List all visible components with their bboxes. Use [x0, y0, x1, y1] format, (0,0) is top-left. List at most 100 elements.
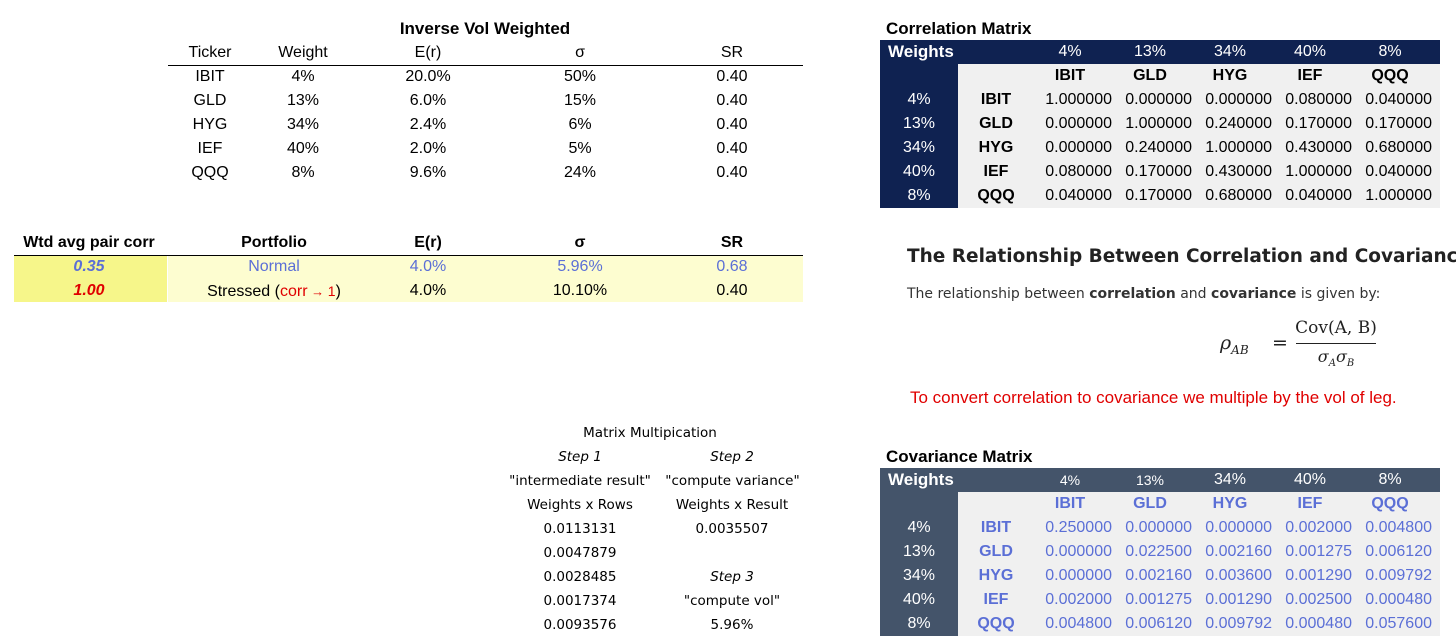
covariance-matrix-title: Covariance Matrix	[886, 447, 1033, 466]
weights-side-bar	[880, 64, 958, 208]
formula-fraction-bar	[1296, 343, 1376, 344]
stressed-one: 1	[327, 283, 336, 299]
table-cell: 2.4%	[409, 116, 447, 133]
col-header-summary-sr: SR	[720, 234, 744, 251]
row-ticker-cell: QQQ	[977, 187, 1015, 204]
matrix-cell: 0.170000	[1125, 163, 1192, 180]
matrix-cell: 0.000480	[1285, 615, 1352, 632]
mm-step1-col: Weights x Rows	[527, 497, 633, 513]
col-header-weight: Weight	[278, 44, 328, 61]
rel-text-prefix: The relationship between	[907, 286, 1090, 302]
table-cell: 6%	[568, 116, 592, 133]
formula-denominator: σAσB	[1294, 347, 1378, 369]
row-weight-cell: 4%	[907, 91, 931, 108]
row-ticker-cell: QQQ	[977, 615, 1015, 632]
relationship-note: To convert correlation to covariance we …	[910, 388, 1397, 407]
matrix-cell: 0.000000	[1045, 543, 1112, 560]
stressed-vol-value: 10.10%	[552, 282, 608, 299]
ticker-header-cell: IEF	[1297, 67, 1323, 84]
mm-vol: 5.96%	[710, 617, 754, 633]
table-row: QQQ 8% 9.6% 24% 0.40	[168, 161, 803, 185]
matrix-cell: 0.040000	[1365, 91, 1432, 108]
den-sigma-b: σ	[1335, 347, 1347, 366]
matrix-cell: 0.170000	[1365, 115, 1432, 132]
ticker-header-cell: QQQ	[1371, 495, 1409, 512]
table-cell: IEF	[197, 140, 223, 157]
mm-intermediate-value: 0.0113131	[543, 521, 617, 537]
correlation-matrix-title: Correlation Matrix	[886, 19, 1032, 38]
weights-header-bar	[880, 468, 1440, 492]
weight-header-cell: 40%	[1293, 43, 1327, 60]
mm-step1-desc: "intermediate result"	[509, 473, 651, 489]
table-row: IEF 40% 2.0% 5% 0.40	[168, 137, 803, 161]
ticker-header-cell: IEF	[1297, 495, 1323, 512]
row-weight-cell: 40%	[902, 163, 936, 180]
weights-side-bar	[880, 492, 958, 636]
matrix-cell: 1.000000	[1045, 91, 1112, 108]
ticker-header-cell: GLD	[1133, 495, 1167, 512]
weight-header-cell: 13%	[1135, 472, 1165, 488]
matrix-cell: 0.001290	[1285, 567, 1352, 584]
weights-label: Weights	[888, 470, 954, 489]
rho-subscript: AB	[1231, 342, 1249, 357]
row-ticker-cell: IEF	[983, 591, 1009, 608]
row-weight-cell: 13%	[902, 543, 936, 560]
row-ticker-cell: IBIT	[980, 519, 1012, 536]
matrix-cell: 0.000000	[1125, 519, 1192, 536]
matrix-cell: 1.000000	[1125, 115, 1192, 132]
normal-vol-value: 5.96%	[557, 258, 603, 275]
inverse-vol-title: Inverse Vol Weighted	[399, 19, 571, 38]
matrix-cell: 0.001290	[1205, 591, 1272, 608]
matrix-cell: 0.000000	[1125, 91, 1192, 108]
table-row: HYG 34% 2.4% 6% 0.40	[168, 113, 803, 137]
matrix-cell: 0.430000	[1285, 139, 1352, 156]
matrix-cell: 0.000000	[1045, 567, 1112, 584]
table-cell: 34%	[286, 116, 320, 133]
row-ticker-cell: HYG	[978, 567, 1014, 584]
den-sub-a: A	[1328, 358, 1336, 370]
matrix-cell: 0.040000	[1285, 187, 1352, 204]
weight-header-cell: 40%	[1293, 471, 1327, 488]
row-weight-cell: 8%	[907, 187, 931, 204]
matrix-cell: 0.002160	[1125, 567, 1192, 584]
stressed-corr-value: 1.00	[73, 282, 105, 299]
matrix-cell: 0.000000	[1045, 139, 1112, 156]
matrix-body-bg	[958, 492, 1440, 636]
table-cell: 0.40	[716, 116, 748, 133]
table-cell: IBIT	[195, 68, 225, 85]
table-cell: 50%	[563, 68, 597, 85]
matrix-cell: 0.240000	[1125, 139, 1192, 156]
mm-step2: Step 2	[710, 449, 754, 465]
weight-header-cell: 8%	[1378, 471, 1402, 488]
row-weight-cell: 34%	[902, 567, 936, 584]
mm-step2-col: Weights x Result	[675, 497, 789, 513]
table-cell: 0.40	[716, 164, 748, 181]
row-ticker-cell: GLD	[979, 115, 1013, 132]
ticker-header-cell: HYG	[1212, 495, 1248, 512]
matrix-cell: 1.000000	[1205, 139, 1272, 156]
table-cell: 8%	[291, 164, 315, 181]
rel-bold-correlation: correlation	[1089, 286, 1176, 302]
mm-variance: 0.0035507	[695, 521, 769, 537]
stressed-suffix: )	[335, 283, 341, 300]
weight-header-cell: 4%	[1058, 43, 1082, 60]
row-weight-cell: 4%	[907, 519, 931, 536]
normal-portfolio-label: Normal	[248, 258, 300, 275]
weight-header-cell: 13%	[1133, 43, 1167, 60]
table-row: IBIT 4% 20.0% 50% 0.40	[168, 65, 803, 89]
matrix-cell: 0.680000	[1205, 187, 1272, 204]
stressed-sr-value: 0.40	[716, 282, 748, 299]
weight-header-cell: 8%	[1378, 43, 1402, 60]
table-cell: 4%	[291, 68, 315, 85]
col-header-sr: SR	[720, 44, 744, 61]
table-cell: 0.40	[716, 92, 748, 109]
row-ticker-cell: IBIT	[980, 91, 1012, 108]
matrix-cell: 0.040000	[1045, 187, 1112, 204]
matrix-cell: 0.250000	[1045, 519, 1112, 536]
col-header-summary-er: E(r)	[414, 234, 442, 251]
ticker-header-cell: HYG	[1212, 67, 1248, 84]
mm-step3: Step 3	[710, 569, 754, 585]
table-cell: 13%	[286, 92, 320, 109]
col-header-summary-sigma: σ	[574, 234, 586, 251]
summary-row-normal: 0.35 Normal 4.0% 5.96% 0.68	[14, 255, 803, 279]
